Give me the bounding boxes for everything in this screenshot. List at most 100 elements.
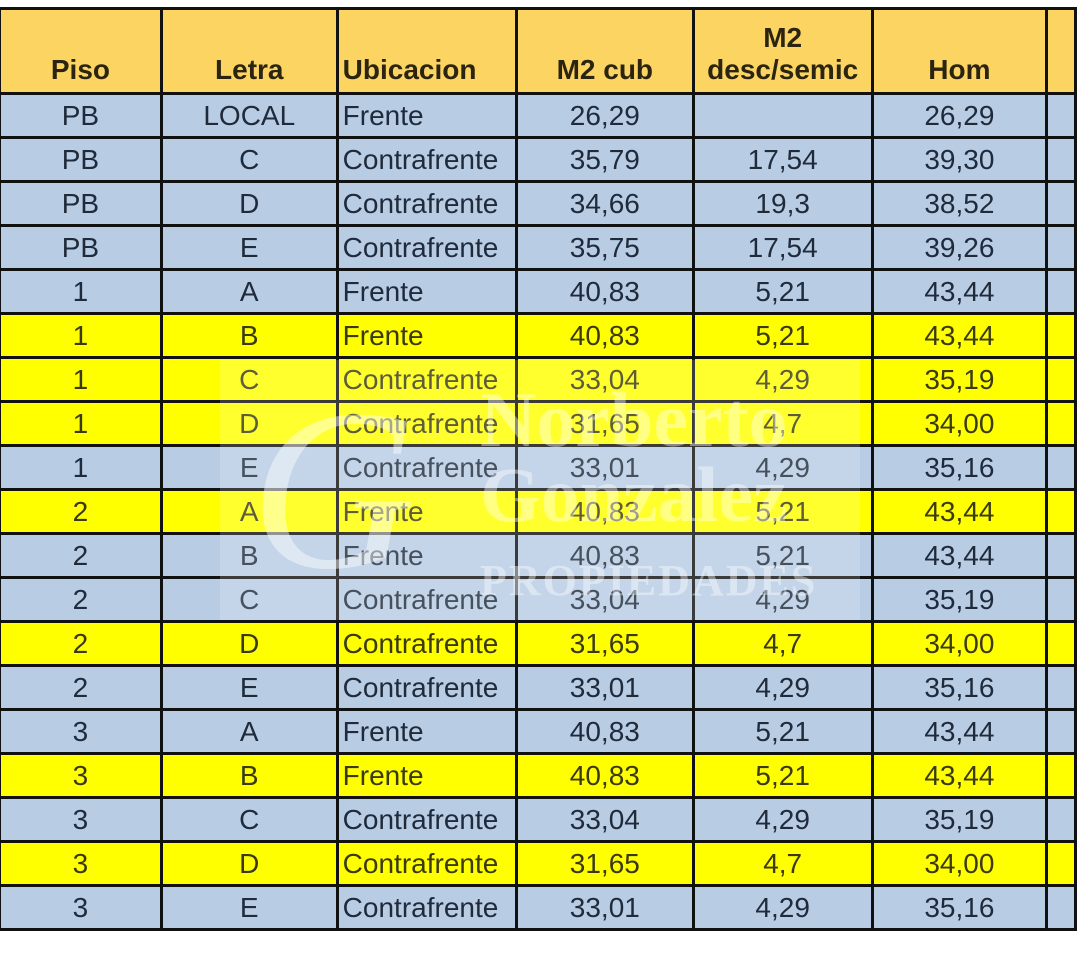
cell-letra: D (159, 400, 339, 447)
cell-letra: C (159, 356, 339, 403)
cell-piso: 3 (0, 840, 163, 887)
cell-extra (1045, 620, 1077, 667)
cell-hom: 35,16 (870, 664, 1049, 711)
cell-piso: 1 (0, 444, 163, 491)
cell-letra: A (159, 488, 339, 535)
cell-hom: 38,52 (870, 180, 1049, 227)
cell-piso: 1 (0, 400, 163, 447)
cell-extra (1045, 708, 1077, 755)
cell-hom: 35,19 (870, 356, 1049, 403)
cell-m2desc: 4,7 (691, 400, 874, 447)
cell-letra: E (159, 224, 339, 271)
cell-hom: 43,44 (870, 488, 1049, 535)
cell-piso: 2 (0, 488, 163, 535)
cell-piso: 1 (0, 268, 163, 315)
cell-m2desc: 5,21 (691, 708, 874, 755)
cell-ubicacion: Frente (335, 532, 518, 579)
cell-m2cub: 33,01 (514, 884, 695, 931)
cell-hom: 35,19 (870, 576, 1049, 623)
cell-ubicacion: Contrafrente (335, 400, 518, 447)
cell-extra (1045, 400, 1077, 447)
cell-piso: PB (0, 92, 163, 139)
header-ubicacion: Ubicacion (335, 7, 518, 95)
table-row: 1 C Contrafrente 33,04 4,29 35,19 (0, 356, 1077, 403)
cell-m2cub: 40,83 (514, 268, 695, 315)
cell-m2cub: 31,65 (514, 400, 695, 447)
cell-hom: 35,16 (870, 444, 1049, 491)
table-row: 1 E Contrafrente 33,01 4,29 35,16 (0, 444, 1077, 491)
cell-extra (1045, 312, 1077, 359)
cell-hom: 43,44 (870, 268, 1049, 315)
header-piso: Piso (0, 7, 163, 95)
cell-letra: B (159, 312, 339, 359)
cell-ubicacion: Contrafrente (335, 356, 518, 403)
cell-m2desc: 4,29 (691, 356, 874, 403)
cell-extra (1045, 356, 1077, 403)
table-row: PB LOCAL Frente 26,29 26,29 (0, 92, 1077, 139)
cell-piso: PB (0, 136, 163, 183)
cell-m2desc: 5,21 (691, 752, 874, 799)
header-m2-cub: M2 cub (514, 7, 695, 95)
cell-ubicacion: Contrafrente (335, 444, 518, 491)
table-row: PB E Contrafrente 35,75 17,54 39,26 (0, 224, 1077, 271)
cell-m2cub: 40,83 (514, 532, 695, 579)
cell-extra (1045, 840, 1077, 887)
cell-m2desc: 5,21 (691, 268, 874, 315)
header-letra: Letra (159, 7, 339, 95)
cell-m2cub: 33,04 (514, 576, 695, 623)
cell-m2cub: 33,04 (514, 796, 695, 843)
cell-m2cub: 33,04 (514, 356, 695, 403)
cell-m2desc: 17,54 (691, 224, 874, 271)
cell-letra: E (159, 444, 339, 491)
table-row: 3 D Contrafrente 31,65 4,7 34,00 (0, 840, 1077, 887)
cell-piso: PB (0, 224, 163, 271)
cell-letra: B (159, 752, 339, 799)
table-row: 2 E Contrafrente 33,01 4,29 35,16 (0, 664, 1077, 711)
table-row: 3 E Contrafrente 33,01 4,29 35,16 (0, 884, 1077, 931)
cell-ubicacion: Frente (335, 708, 518, 755)
cell-piso: 3 (0, 796, 163, 843)
cell-hom: 26,29 (870, 92, 1049, 139)
cell-hom: 34,00 (870, 620, 1049, 667)
cell-m2cub: 35,79 (514, 136, 695, 183)
cell-hom: 43,44 (870, 532, 1049, 579)
cell-letra: C (159, 796, 339, 843)
cell-m2desc: 4,7 (691, 620, 874, 667)
cell-letra: C (159, 576, 339, 623)
cell-m2desc: 17,54 (691, 136, 874, 183)
cell-ubicacion: Contrafrente (335, 840, 518, 887)
cell-m2cub: 33,01 (514, 444, 695, 491)
cell-ubicacion: Contrafrente (335, 224, 518, 271)
cell-letra: D (159, 840, 339, 887)
cell-extra (1045, 224, 1077, 271)
header-row: Piso Letra Ubicacion M2 cub M2 desc/semic… (0, 7, 1077, 95)
cell-m2cub: 40,83 (514, 708, 695, 755)
units-table: Piso Letra Ubicacion M2 cub M2 desc/semic… (0, 7, 1077, 931)
cell-ubicacion: Contrafrente (335, 136, 518, 183)
cell-extra (1045, 92, 1077, 139)
cell-letra: A (159, 708, 339, 755)
table-row: PB C Contrafrente 35,79 17,54 39,30 (0, 136, 1077, 183)
table-row: 1 A Frente 40,83 5,21 43,44 (0, 268, 1077, 315)
cell-piso: 1 (0, 356, 163, 403)
header-hom: Hom (870, 7, 1049, 95)
cell-hom: 35,19 (870, 796, 1049, 843)
cell-ubicacion: Frente (335, 752, 518, 799)
table-row: 2 D Contrafrente 31,65 4,7 34,00 (0, 620, 1077, 667)
cell-m2desc: 4,29 (691, 884, 874, 931)
cell-piso: PB (0, 180, 163, 227)
cell-ubicacion: Frente (335, 268, 518, 315)
cell-hom: 43,44 (870, 312, 1049, 359)
cell-piso: 2 (0, 532, 163, 579)
table-row: PB D Contrafrente 34,66 19,3 38,52 (0, 180, 1077, 227)
cell-piso: 3 (0, 752, 163, 799)
cell-extra (1045, 752, 1077, 799)
header-m2-line2: desc/semic (707, 54, 859, 85)
cell-m2cub: 31,65 (514, 840, 695, 887)
cell-extra (1045, 180, 1077, 227)
cell-m2desc: 4,29 (691, 576, 874, 623)
cell-ubicacion: Contrafrente (335, 180, 518, 227)
cell-m2desc: 5,21 (691, 488, 874, 535)
cell-ubicacion: Contrafrente (335, 664, 518, 711)
cell-m2cub: 26,29 (514, 92, 695, 139)
